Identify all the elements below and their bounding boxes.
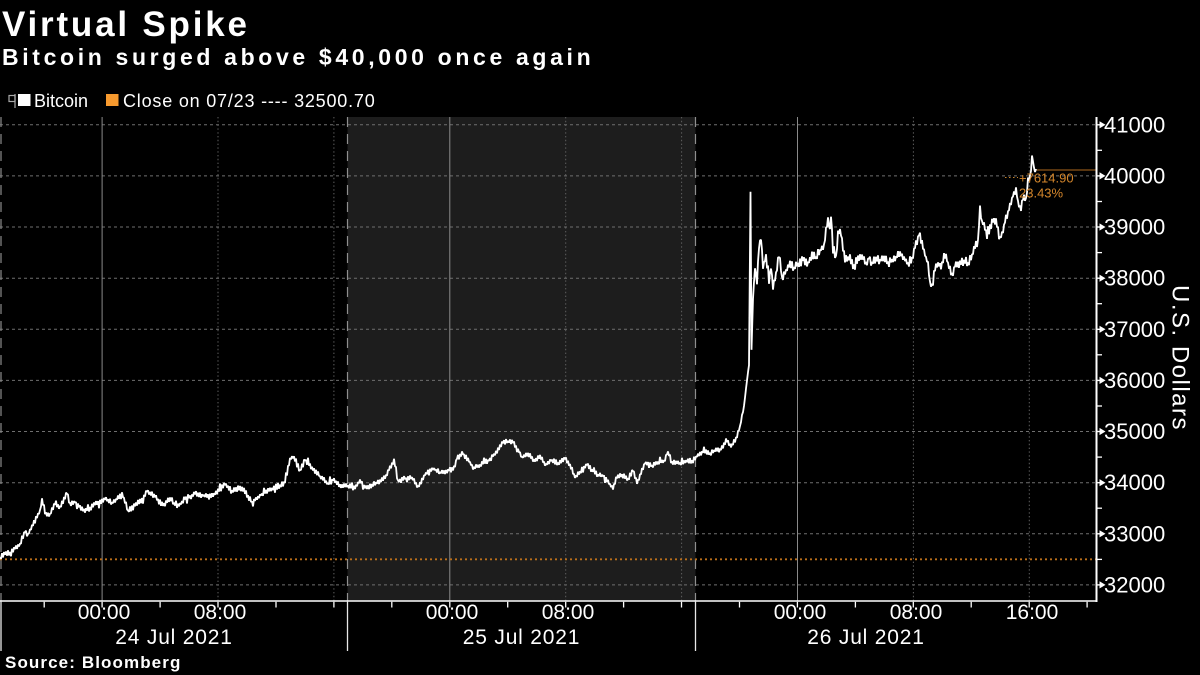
- svg-text:+7614.90: +7614.90: [1019, 171, 1074, 186]
- svg-text:38000: 38000: [1104, 266, 1165, 291]
- svg-text:25 Jul 2021: 25 Jul 2021: [463, 626, 580, 649]
- svg-text:36000: 36000: [1104, 368, 1165, 393]
- svg-text:00:00: 00:00: [426, 601, 479, 624]
- svg-text:35000: 35000: [1104, 419, 1165, 444]
- svg-text:00:00: 00:00: [78, 601, 131, 624]
- svg-text:00:00: 00:00: [774, 601, 827, 624]
- svg-text:41000: 41000: [1104, 112, 1165, 137]
- svg-text:26 Jul 2021: 26 Jul 2021: [807, 626, 924, 649]
- svg-text:40000: 40000: [1104, 163, 1165, 188]
- svg-text:34000: 34000: [1104, 470, 1165, 495]
- svg-text:24 Jul 2021: 24 Jul 2021: [115, 626, 232, 649]
- svg-text:16:00: 16:00: [1006, 601, 1059, 624]
- svg-text:U.S. Dollars: U.S. Dollars: [1167, 285, 1194, 431]
- svg-text:08:00: 08:00: [890, 601, 943, 624]
- svg-text:23.43%: 23.43%: [1019, 186, 1064, 201]
- svg-text:08:00: 08:00: [194, 601, 247, 624]
- svg-text:39000: 39000: [1104, 215, 1165, 240]
- svg-text:32000: 32000: [1104, 572, 1165, 597]
- svg-text:08:00: 08:00: [542, 601, 595, 624]
- svg-text:33000: 33000: [1104, 521, 1165, 546]
- svg-text:37000: 37000: [1104, 317, 1165, 342]
